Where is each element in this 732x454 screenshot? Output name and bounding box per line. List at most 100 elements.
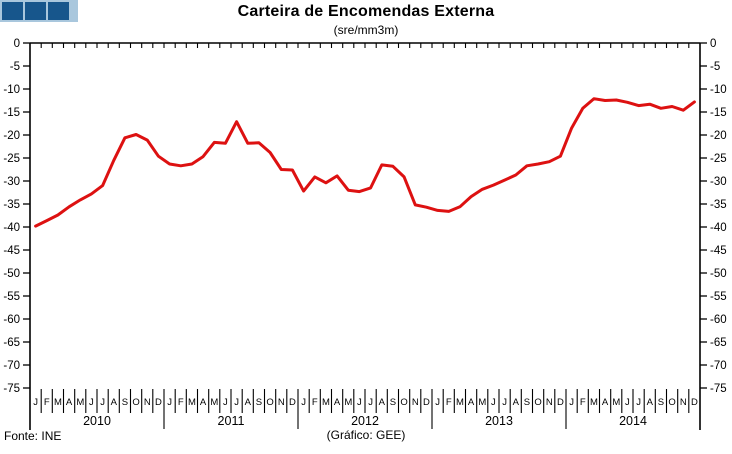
svg-text:-30: -30 — [3, 176, 20, 188]
svg-text:A: A — [513, 397, 520, 408]
svg-text:S: S — [658, 397, 664, 408]
svg-text:2014: 2014 — [619, 414, 647, 428]
svg-text:J: J — [502, 397, 507, 408]
svg-text:A: A — [602, 397, 609, 408]
svg-text:J: J — [491, 397, 496, 408]
svg-text:2010: 2010 — [83, 414, 111, 428]
svg-text:A: A — [66, 397, 73, 408]
svg-text:J: J — [569, 397, 574, 408]
svg-text:-40: -40 — [3, 222, 20, 234]
svg-text:O: O — [534, 397, 541, 408]
svg-text:A: A — [647, 397, 654, 408]
source-note: Fonte: INE — [4, 429, 62, 443]
svg-text:A: A — [111, 397, 118, 408]
svg-text:J: J — [234, 397, 239, 408]
svg-text:-65: -65 — [3, 337, 20, 349]
svg-text:F: F — [580, 397, 586, 408]
series-line — [34, 97, 696, 228]
svg-text:-30: -30 — [710, 176, 727, 188]
svg-text:-5: -5 — [710, 61, 720, 73]
svg-text:-25: -25 — [710, 153, 727, 165]
svg-text:N: N — [412, 397, 419, 408]
logo-square — [2, 2, 23, 20]
y-axis-ticks — [23, 42, 707, 389]
svg-text:J: J — [89, 397, 94, 408]
svg-text:-60: -60 — [710, 314, 727, 326]
svg-text:M: M — [54, 397, 62, 408]
svg-text:M: M — [210, 397, 218, 408]
logo — [0, 0, 78, 22]
svg-text:-10: -10 — [3, 84, 20, 96]
credit-note: (Gráfico: GEE) — [326, 428, 406, 442]
svg-text:D: D — [289, 397, 296, 408]
svg-text:-20: -20 — [3, 130, 20, 142]
month-ticks — [40, 43, 690, 429]
svg-text:J: J — [368, 397, 373, 408]
svg-text:2011: 2011 — [218, 414, 245, 428]
logo-square — [25, 2, 46, 20]
svg-text:M: M — [612, 397, 620, 408]
svg-text:-35: -35 — [710, 199, 727, 211]
svg-text:M: M — [76, 397, 84, 408]
svg-text:F: F — [178, 397, 184, 408]
chart-title: Carteira de Encomendas Externa — [237, 3, 495, 20]
svg-text:-55: -55 — [710, 291, 727, 303]
svg-text:M: M — [322, 397, 330, 408]
svg-text:D: D — [155, 397, 162, 408]
svg-text:N: N — [278, 397, 285, 408]
svg-text:-65: -65 — [710, 337, 727, 349]
svg-text:J: J — [435, 397, 440, 408]
svg-text:J: J — [357, 397, 362, 408]
svg-text:-10: -10 — [710, 84, 727, 96]
svg-text:-5: -5 — [10, 61, 20, 73]
svg-text:F: F — [446, 397, 452, 408]
svg-text:-60: -60 — [3, 314, 20, 326]
svg-text:-75: -75 — [710, 383, 727, 395]
svg-text:O: O — [132, 397, 139, 408]
svg-text:2013: 2013 — [485, 414, 513, 428]
svg-text:-25: -25 — [3, 153, 20, 165]
svg-text:O: O — [266, 397, 273, 408]
svg-text:-50: -50 — [710, 268, 727, 280]
svg-text:-45: -45 — [710, 245, 727, 257]
svg-text:O: O — [400, 397, 407, 408]
svg-text:S: S — [122, 397, 128, 408]
svg-text:A: A — [379, 397, 386, 408]
svg-text:F: F — [44, 397, 50, 408]
svg-text:D: D — [423, 397, 430, 408]
svg-text:-70: -70 — [3, 360, 20, 372]
svg-text:N: N — [144, 397, 151, 408]
svg-text:M: M — [478, 397, 486, 408]
svg-text:-70: -70 — [710, 360, 727, 372]
svg-text:J: J — [100, 397, 105, 408]
svg-text:M: M — [188, 397, 196, 408]
svg-text:-50: -50 — [3, 268, 20, 280]
svg-text:N: N — [546, 397, 553, 408]
svg-text:A: A — [468, 397, 475, 408]
svg-text:J: J — [625, 397, 630, 408]
svg-text:-55: -55 — [3, 291, 20, 303]
svg-text:F: F — [312, 397, 318, 408]
svg-text:J: J — [223, 397, 228, 408]
svg-text:-45: -45 — [3, 245, 20, 257]
svg-text:2012: 2012 — [351, 414, 379, 428]
logo-square — [48, 2, 69, 20]
svg-text:M: M — [456, 397, 464, 408]
x-axis-year-labels: 2010 2011 2012 2013 2014 — [83, 414, 647, 428]
svg-text:D: D — [557, 397, 564, 408]
svg-text:A: A — [200, 397, 207, 408]
svg-text:S: S — [524, 397, 530, 408]
svg-text:0: 0 — [14, 38, 20, 50]
svg-text:M: M — [344, 397, 352, 408]
svg-text:J: J — [167, 397, 172, 408]
svg-text:J: J — [636, 397, 641, 408]
svg-text:-40: -40 — [710, 222, 727, 234]
svg-text:A: A — [245, 397, 252, 408]
svg-text:S: S — [390, 397, 396, 408]
svg-text:M: M — [590, 397, 598, 408]
svg-text:A: A — [334, 397, 341, 408]
svg-text:O: O — [668, 397, 675, 408]
svg-text:D: D — [691, 397, 698, 408]
